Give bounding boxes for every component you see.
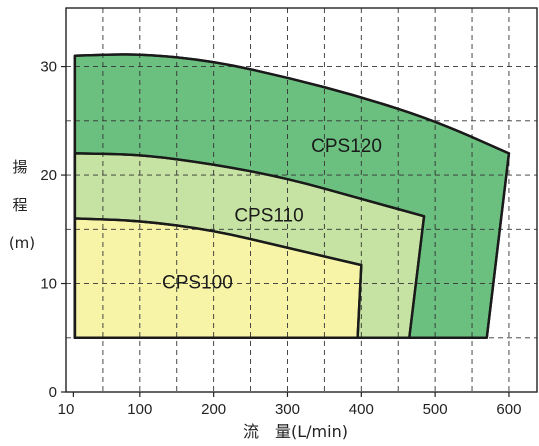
series-label-cps110: CPS110 <box>234 205 303 226</box>
y-axis-label-char-1: 揚 <box>12 158 27 176</box>
x-tick-label-1: 100 <box>127 401 152 418</box>
series-layer <box>73 53 511 339</box>
x-tick-label-5: 500 <box>423 401 448 418</box>
y-axis-label-char-2: 程 <box>12 196 27 214</box>
x-tick-label-6: 600 <box>496 401 521 418</box>
x-tick-label-4: 400 <box>349 401 374 418</box>
series-outline-cps110 <box>73 152 426 339</box>
y-axis-label-unit: (m) <box>9 234 35 252</box>
x-tick-label-3: 300 <box>275 401 300 418</box>
series-label-cps100: CPS100 <box>162 273 233 294</box>
series-label-cps120: CPS120 <box>311 136 382 157</box>
x-axis-label-char-1: 流 <box>243 422 259 441</box>
series-outline-cps120 <box>73 53 511 339</box>
y-tick-label-2: 20 <box>40 167 57 184</box>
y-tick-label-0: 0 <box>49 384 57 401</box>
y-tick-label-1: 10 <box>40 276 57 293</box>
x-tick-label-0: 10 <box>58 401 75 418</box>
series-outline-cps100 <box>73 217 363 339</box>
x-tick-label-2: 200 <box>201 401 226 418</box>
y-tick-label-3: 30 <box>40 59 57 76</box>
x-axis-label-unit: 量(L/min) <box>275 422 348 441</box>
series-label-layer: CPS120 CPS110 CPS100 <box>162 136 382 294</box>
plot-frame <box>65 7 538 393</box>
